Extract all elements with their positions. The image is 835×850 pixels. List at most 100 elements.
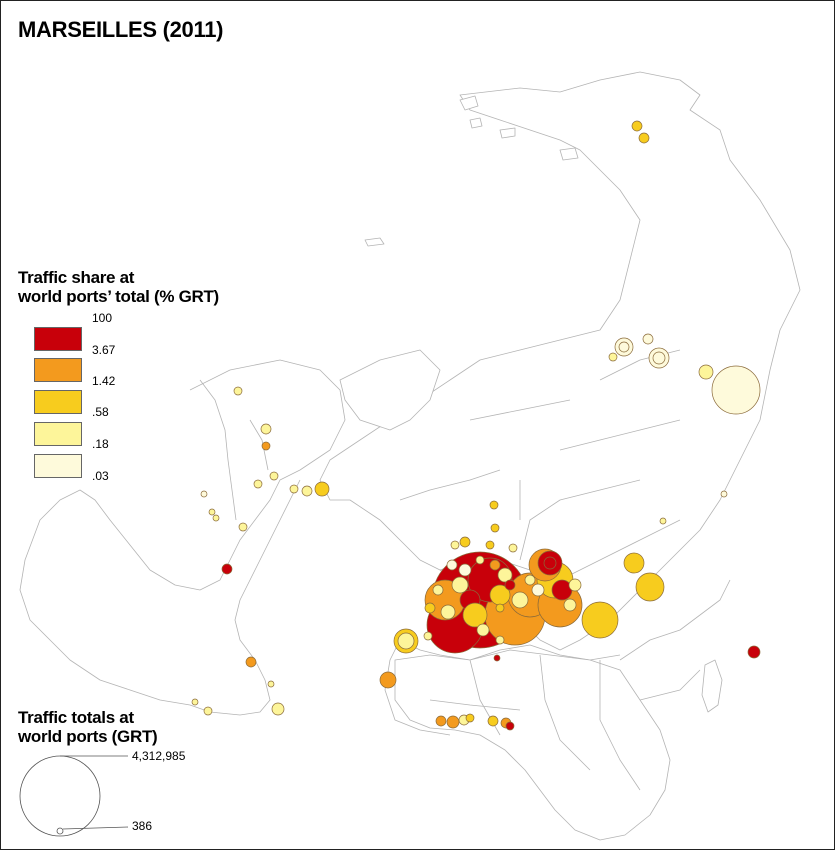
port-circle: [524, 574, 536, 586]
size-legend-max-label: 4,312,985: [132, 749, 186, 763]
port-circle: [221, 563, 233, 575]
port-circle: [203, 706, 213, 716]
port-circle: [450, 540, 460, 550]
port-circle: [233, 386, 243, 396]
landmass-mediterranean: [384, 639, 621, 736]
port-circle: [208, 508, 216, 516]
size-legend-min-label: 386: [132, 819, 153, 833]
port-circle: [476, 623, 490, 637]
share-swatch-1-42: [34, 390, 82, 414]
port-circle: [200, 490, 208, 498]
landmass-greenland: [339, 349, 441, 431]
port-circle: [493, 654, 501, 662]
share-label-0-18: .18: [92, 437, 109, 451]
port-circle: [581, 601, 619, 639]
port-circle: [711, 365, 761, 415]
port-circle: [608, 352, 618, 362]
size-legend-title-line1: Traffic totals at: [18, 708, 134, 727]
port-circle: [489, 500, 499, 510]
port-circle: [495, 603, 505, 613]
port-circle: [638, 132, 650, 144]
africa-borders: [429, 654, 641, 791]
port-circles: [191, 120, 761, 731]
landmass-madagascar: [701, 659, 723, 713]
port-circle: [245, 656, 257, 668]
port-circle: [458, 563, 472, 577]
port-circle: [504, 579, 516, 591]
size-legend-title-line2: world ports (GRT): [18, 727, 158, 746]
port-circle: [652, 351, 666, 365]
share-label-1-42: 1.42: [92, 374, 116, 388]
port-circle: [490, 523, 500, 533]
port-circle: [301, 485, 313, 497]
port-circle: [659, 517, 667, 525]
port-circle: [698, 364, 714, 380]
port-circle: [720, 490, 728, 498]
port-circle: [260, 423, 272, 435]
share-legend-title: Traffic share at world ports’ total (% G…: [18, 268, 219, 306]
share-swatch-100: [34, 327, 82, 351]
size-legend-max-circle: [19, 755, 101, 837]
port-circle: [489, 559, 501, 571]
port-circle: [568, 578, 582, 592]
size-legend-title: Traffic totals at world ports (GRT): [18, 708, 158, 746]
port-circle: [495, 635, 505, 645]
landmass-arabia: [619, 579, 731, 701]
map-title: MARSEILLES (2011): [18, 17, 224, 42]
port-circle: [423, 631, 433, 641]
port-circle: [511, 591, 529, 609]
share-swatch-3-67: [34, 358, 82, 382]
port-circle: [289, 484, 299, 494]
port-circle: [563, 598, 577, 612]
port-circle: [618, 341, 630, 353]
port-circle: [432, 584, 444, 596]
port-circle: [623, 552, 645, 574]
port-circle: [465, 713, 475, 723]
port-circle: [531, 583, 545, 597]
share-swatch-0-58: [34, 422, 82, 446]
port-circle: [397, 632, 415, 650]
share-label-0-58: .58: [92, 405, 109, 419]
port-circle: [267, 680, 275, 688]
port-circle: [487, 715, 499, 727]
port-circle: [451, 576, 469, 594]
port-circle: [253, 479, 263, 489]
share-label-0-03: .03: [92, 469, 109, 483]
port-circle: [642, 333, 654, 345]
share-legend-title-line2: world ports’ total (% GRT): [18, 287, 219, 306]
port-circle: [459, 536, 471, 548]
port-circle: [475, 555, 485, 565]
port-circle: [635, 572, 665, 602]
port-circle: [271, 702, 285, 716]
port-circle: [505, 721, 515, 731]
port-circle: [543, 556, 557, 570]
share-label-3-67: 3.67: [92, 343, 116, 357]
size-legend-graphic: [19, 755, 129, 837]
port-circle: [435, 715, 447, 727]
port-circle: [191, 698, 199, 706]
port-circle: [485, 540, 495, 550]
port-circle: [314, 481, 330, 497]
port-circle: [446, 559, 458, 571]
port-circle: [497, 567, 513, 583]
arctic-islands: [364, 95, 579, 247]
port-circle: [440, 604, 456, 620]
share-label-100: 100: [92, 311, 113, 325]
port-circle: [379, 671, 397, 689]
landmass-alaska: [199, 379, 269, 521]
port-circle: [212, 514, 220, 522]
share-swatch-0-18: [34, 454, 82, 478]
landmass-africa: [394, 649, 671, 841]
port-circle: [631, 120, 643, 132]
size-legend-min-leader: [62, 826, 129, 830]
port-circle: [508, 543, 518, 553]
port-circle: [747, 645, 761, 659]
share-legend-title-line1: Traffic share at: [18, 268, 135, 287]
port-circle: [269, 471, 279, 481]
port-circle: [446, 715, 460, 729]
port-circle: [261, 441, 271, 451]
port-circle: [238, 522, 248, 532]
size-legend-min-circle: [56, 827, 64, 835]
port-circle: [424, 602, 436, 614]
